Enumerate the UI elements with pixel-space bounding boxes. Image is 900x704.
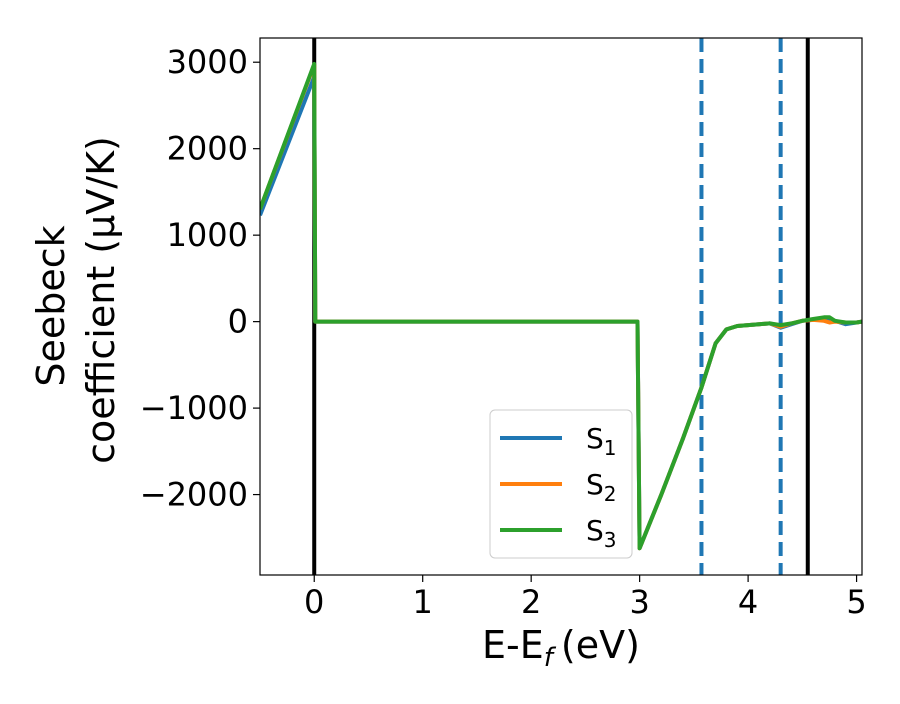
plot-frame	[259, 37, 863, 576]
x-axis-title: E-Ef (eV)	[482, 623, 640, 673]
x-axis-title-unit: (eV)	[561, 623, 640, 667]
y-axis-title: Seebeck coefficient (μV/K)	[29, 136, 123, 464]
y-tick-label: −1000	[140, 389, 248, 427]
y-axis-title-line2: coefficient (μV/K)	[79, 136, 123, 464]
x-tick-label: 2	[521, 583, 541, 621]
y-tick-label: −2000	[140, 476, 248, 514]
series-line-s3	[260, 61, 862, 551]
x-tick-label: 4	[738, 583, 758, 621]
y-tick-label: 2000	[167, 130, 248, 168]
y-tick-label: 0	[228, 303, 248, 341]
legend-label-s3: S3	[586, 514, 617, 552]
x-tick-label: 3	[629, 583, 649, 621]
x-tick-label: 5	[846, 583, 866, 621]
x-tick-label: 1	[413, 583, 433, 621]
y-tick-label: 1000	[167, 216, 248, 254]
x-tick-label: 0	[304, 583, 324, 621]
legend-label-s1: S1	[586, 422, 617, 460]
legend-label-s2: S2	[586, 468, 617, 506]
y-tick-label: 3000	[167, 43, 248, 81]
x-axis-title-subscript: f	[544, 643, 557, 673]
y-axis-title-line1: Seebeck	[29, 225, 73, 386]
legend: S1 S2 S3	[489, 409, 633, 559]
